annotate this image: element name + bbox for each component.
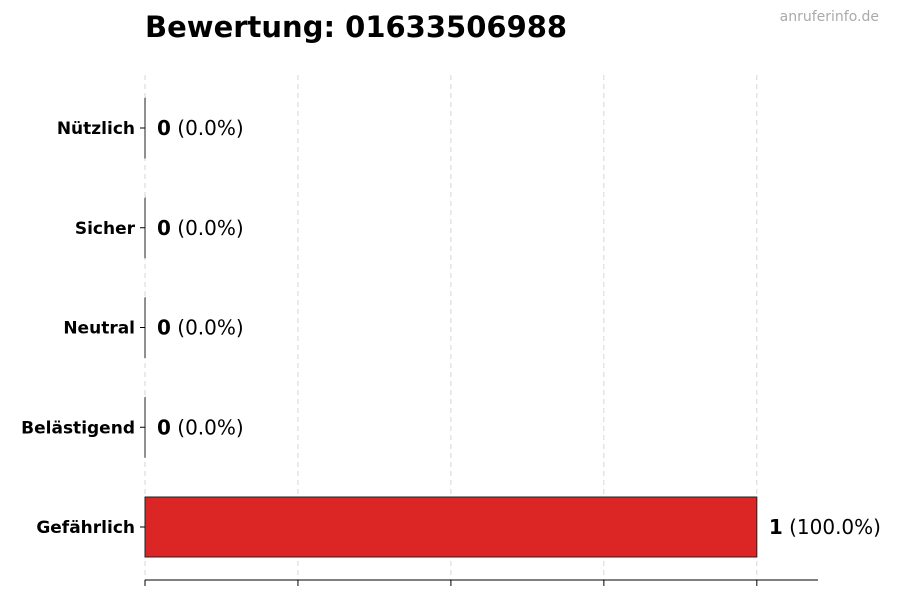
- value-count: 0: [157, 216, 171, 240]
- value-label: 0 (0.0%): [157, 415, 244, 439]
- value-percent: (0.0%): [171, 116, 244, 140]
- bar-gefährlich: [144, 496, 758, 558]
- value-count: 0: [157, 316, 171, 340]
- watermark: anruferinfo.de: [779, 9, 879, 25]
- value-percent: (0.0%): [171, 216, 244, 240]
- value-percent: (0.0%): [171, 415, 244, 439]
- category-label: Belästigend: [21, 418, 135, 438]
- value-count: 0: [157, 116, 171, 140]
- chart-title: Bewertung: 01633506988: [145, 10, 568, 44]
- value-percent: (0.0%): [171, 316, 244, 340]
- value-label: 0 (0.0%): [157, 216, 244, 240]
- value-label: 0 (0.0%): [157, 116, 244, 140]
- value-percent: (100.0%): [783, 515, 881, 539]
- category-label: Sicher: [75, 219, 136, 239]
- value-count: 0: [157, 415, 171, 439]
- category-label: Neutral: [63, 319, 135, 339]
- category-label: Nützlich: [57, 119, 135, 139]
- value-label: 1 (100.0%): [769, 515, 881, 539]
- value-label: 0 (0.0%): [157, 316, 244, 340]
- value-count: 1: [769, 515, 783, 539]
- category-label: Gefährlich: [36, 518, 135, 538]
